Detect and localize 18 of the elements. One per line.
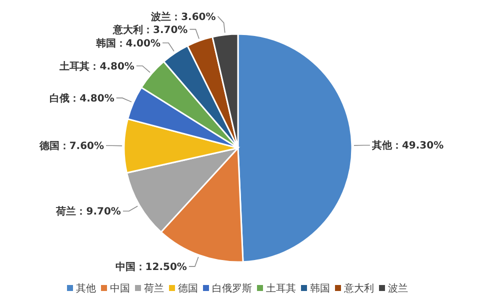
data-label: 意大利：3.70%	[112, 24, 188, 36]
data-label: 韩国：4.00%	[94, 37, 160, 50]
legend-label: 德国	[178, 284, 198, 294]
legend-label: 意大利	[343, 282, 374, 294]
legend-label: 其他	[76, 282, 96, 294]
legend-label: 土耳其	[266, 282, 296, 294]
data-label: 荷兰：9.70%	[55, 206, 121, 218]
legend-label: 白俄罗斯	[212, 282, 252, 294]
legend-label: 荷兰	[144, 282, 164, 294]
legend-label: 波兰	[388, 282, 408, 294]
data-label: 德国：7.60%	[38, 140, 104, 152]
data-label: 波兰：3.60%	[150, 10, 216, 23]
data-label: 白俄：4.80%	[50, 92, 114, 104]
data-label: 其他：49.30%	[370, 140, 444, 152]
legend-label: 韩国	[310, 282, 330, 294]
legend-label: 中国	[110, 282, 130, 294]
data-label: 土耳其：4.80%	[58, 60, 134, 72]
data-label: 中国：12.50%	[115, 260, 187, 273]
